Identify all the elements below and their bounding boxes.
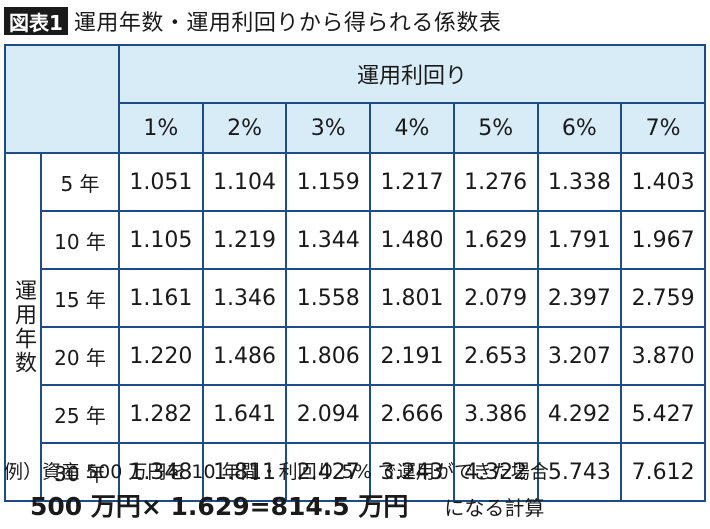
value-cell: 1.791 — [536, 210, 623, 270]
value-cell: 2.079 — [452, 268, 539, 328]
table-row: 20 年 1.220 1.486 1.806 2.191 2.653 3.207 3.870 — [5, 326, 706, 386]
value-cell: 2.653 — [452, 326, 539, 386]
value-cell: 1.217 — [369, 152, 455, 212]
value-cell: 1.220 — [118, 326, 204, 386]
col-header-rate: 1% — [118, 102, 204, 154]
row-group-header: 運用年数 — [4, 152, 42, 502]
table-body: 運用年数 5 年 1.051 1.104 1.159 1.217 1.276 1.338 1.4… — [4, 152, 706, 502]
value-cell: 1.486 — [201, 326, 288, 386]
calculation-row: 500 万円× 1.629=814.5 万円 になる計算 — [30, 487, 544, 523]
value-cell: 3.207 — [536, 326, 623, 386]
value-cell: 1.403 — [620, 152, 706, 212]
value-cell: 1.480 — [369, 210, 455, 270]
row-header-year: 10 年 — [40, 210, 120, 270]
col-header-rate: 4% — [369, 102, 455, 154]
row-header-year: 5 年 — [40, 152, 120, 212]
value-cell: 3.243 — [369, 442, 455, 502]
figure-title-row: 図表1 運用年数・運用利回りから得られる係数表 — [4, 4, 501, 38]
highlighted-value-cell: 1.629 — [452, 210, 539, 270]
value-cell: 1.801 — [369, 268, 455, 328]
value-cell: 1.276 — [452, 152, 539, 212]
col-header-rate: 7% — [620, 102, 706, 154]
value-cell: 1.338 — [536, 152, 623, 212]
value-cell: 2.759 — [620, 268, 706, 328]
value-cell: 1.806 — [285, 326, 372, 386]
coefficient-table: 運用利回り 1% 2% 3% 4% 5% 6% 7% 運用年数 5 年 1.051 1.104 1.… — [4, 44, 706, 502]
value-cell: 4.292 — [536, 384, 623, 444]
table-row: 10 年 1.105 1.219 1.344 1.480 1.629 1.791 1.967 — [5, 210, 706, 270]
value-cell: 1.159 — [285, 152, 372, 212]
row-header-year: 15 年 — [40, 268, 120, 328]
value-cell: 7.612 — [620, 442, 706, 502]
value-cell: 2.427 — [285, 442, 372, 502]
col-header-rate: 6% — [536, 102, 623, 154]
calculation-suffix: になる計算 — [444, 496, 545, 520]
col-header-rate: 2% — [201, 102, 288, 154]
table-corner — [4, 44, 120, 154]
value-cell: 1.967 — [620, 210, 706, 270]
col-header-rate: 5% — [452, 102, 539, 154]
value-cell: 1.558 — [285, 268, 372, 328]
value-cell: 2.191 — [369, 326, 455, 386]
value-cell: 1.219 — [201, 210, 288, 270]
value-cell: 1.282 — [118, 384, 204, 444]
value-cell: 1.105 — [118, 210, 204, 270]
row-header-year: 25 年 — [40, 384, 120, 444]
value-cell: 2.094 — [285, 384, 372, 444]
value-cell: 1.346 — [201, 268, 288, 328]
figure-badge: 図表1 — [4, 7, 68, 35]
value-cell: 2.397 — [536, 268, 623, 328]
table-row: 25 年 1.282 1.641 2.094 2.666 3.386 4.292 5.427 — [5, 384, 706, 444]
value-cell: 3.386 — [452, 384, 539, 444]
col-header-rate: 3% — [285, 102, 372, 154]
row-header-year: 20 年 — [40, 326, 120, 386]
value-cell: 1.161 — [118, 268, 204, 328]
value-cell: 1.811 — [201, 442, 288, 502]
value-cell: 4.322 — [452, 442, 539, 502]
value-cell: 1.641 — [201, 384, 288, 444]
col-header-row: 1% 2% 3% 4% 5% 6% 7% — [5, 102, 706, 154]
value-cell: 3.870 — [620, 326, 706, 386]
col-group-header: 運用利回り — [118, 44, 706, 104]
value-cell: 1.348 — [118, 442, 204, 502]
value-cell: 1.104 — [201, 152, 288, 212]
calculation-equation: 500 万円× 1.629=814.5 万円 — [30, 492, 409, 521]
table-row: 30 年 1.348 1.811 2.427 3.243 4.322 5.743 7.612 — [5, 442, 706, 502]
value-cell: 1.344 — [285, 210, 372, 270]
value-cell: 5.427 — [620, 384, 706, 444]
example-note: 例）資産 500 万円を 10 年間・利回り 5% で運用ができた場合 — [4, 461, 549, 483]
table-row: 運用年数 5 年 1.051 1.104 1.159 1.217 1.276 1.338 1.4… — [4, 152, 706, 502]
value-cell: 1.051 — [118, 152, 204, 212]
value-cell: 2.666 — [369, 384, 455, 444]
value-cell: 5.743 — [536, 442, 623, 502]
figure-title: 運用年数・運用利回りから得られる係数表 — [73, 11, 502, 36]
table-row: 15 年 1.161 1.346 1.558 1.801 2.079 2.397 2.759 — [5, 268, 706, 328]
row-header-year: 30 年 — [40, 442, 120, 502]
